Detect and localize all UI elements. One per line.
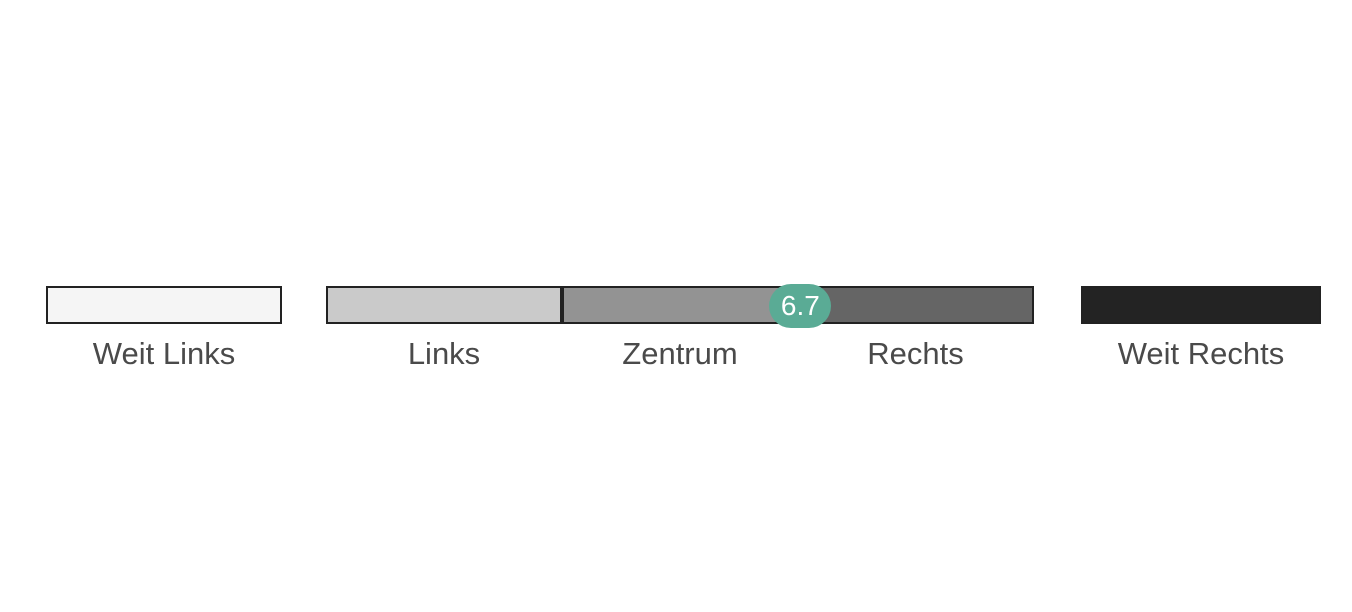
segment-weit-links [46, 286, 282, 324]
segment-links [326, 286, 562, 324]
label-zentrum: Zentrum [622, 336, 738, 371]
segment-zentrum [562, 286, 798, 324]
label-rechts: Rechts [867, 336, 964, 371]
segment-weit-rechts [1081, 286, 1321, 324]
label-weit-links: Weit Links [92, 336, 236, 371]
label-weit-rechts: Weit Rechts [1117, 336, 1285, 371]
label-links: Links [407, 336, 481, 371]
segment-rechts [797, 286, 1034, 324]
value-marker: 6.7 [769, 284, 832, 328]
